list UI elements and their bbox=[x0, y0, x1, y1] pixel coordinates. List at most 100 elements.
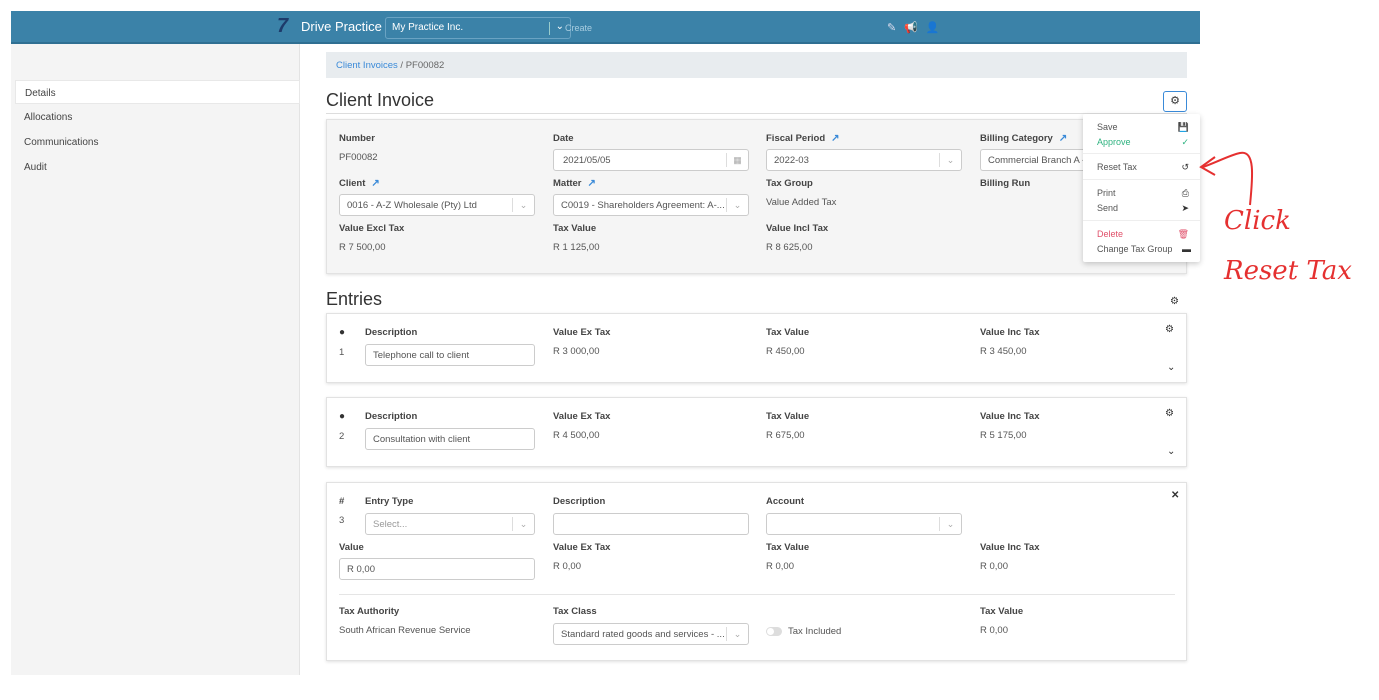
client-select[interactable]: 0016 - A-Z Wholesale (Pty) Ltd ⌄ bbox=[339, 194, 535, 216]
tax-value: R 675,00 bbox=[766, 430, 805, 441]
undo-icon: ↺ bbox=[1181, 162, 1189, 172]
sidebar: Details Allocations Communications Audit bbox=[11, 44, 300, 675]
client-label: Client ↗ bbox=[339, 178, 380, 189]
entry-number: 3 bbox=[339, 515, 345, 526]
chevron-down-icon[interactable]: ⌄ bbox=[1167, 446, 1176, 457]
tax-value-label: Tax Value bbox=[766, 327, 810, 338]
practice-select[interactable]: My Practice Inc. ⌄ bbox=[385, 17, 571, 39]
actions-menu: Save 💾 Approve ✓ Reset Tax ↺ Print ⎙ Send ➤ D… bbox=[1083, 114, 1200, 262]
check-icon: ✓ bbox=[1181, 137, 1189, 147]
trash-icon: 🗑 bbox=[1177, 229, 1189, 239]
number-value: PF00082 bbox=[339, 152, 378, 163]
value-ex-tax-label: Value Ex Tax bbox=[553, 327, 611, 338]
number-label: Number bbox=[339, 133, 375, 144]
value-label: Value bbox=[339, 542, 364, 553]
divider bbox=[326, 113, 1187, 114]
practice-value: My Practice Inc. bbox=[392, 22, 464, 33]
entry-number: 1 bbox=[339, 347, 345, 358]
chevron-down-icon: ⌄ bbox=[939, 153, 961, 167]
billing-category-select[interactable]: Commercial Branch A - bbox=[980, 149, 1090, 171]
value-inc-tax: R 0,00 bbox=[980, 561, 1008, 572]
menu-item-save[interactable]: Save 💾 bbox=[1097, 122, 1189, 132]
gear-icon[interactable]: ⚙ bbox=[1163, 91, 1187, 112]
divider bbox=[339, 594, 1175, 595]
tax-value: R 0,00 bbox=[980, 625, 1008, 636]
megaphone-icon[interactable]: 📢 bbox=[904, 22, 918, 34]
tax-class-select[interactable]: Standard rated goods and services - ... ⌄ bbox=[553, 623, 749, 645]
magic-wand-icon[interactable]: ✎ bbox=[887, 22, 897, 34]
menu-item-reset-tax[interactable]: Reset Tax ↺ bbox=[1097, 162, 1189, 172]
fiscal-period-select[interactable]: 2022-03 ⌄ bbox=[766, 149, 962, 171]
external-link-icon[interactable]: ↗ bbox=[1058, 133, 1068, 144]
sidebar-item-audit[interactable]: Audit bbox=[24, 162, 47, 173]
description-input[interactable]: Consultation with client bbox=[365, 428, 535, 450]
account-select[interactable]: ⌄ bbox=[766, 513, 962, 535]
chevron-down-icon: ⌄ bbox=[726, 627, 748, 641]
entry-type-label: Entry Type bbox=[365, 496, 414, 507]
annotation-reset-tax: Reset Tax bbox=[1224, 256, 1352, 286]
annotation-click: Click bbox=[1224, 206, 1291, 236]
brand-logo[interactable]: 7 Drive Practice bbox=[277, 16, 382, 36]
value-ex-tax-label: Value Ex Tax bbox=[553, 542, 611, 553]
calendar-icon[interactable]: ▦ bbox=[726, 153, 748, 167]
close-icon[interactable]: ✕ bbox=[1171, 490, 1180, 501]
tax-group-value: Value Added Tax bbox=[766, 197, 837, 208]
sidebar-item-details[interactable]: Details bbox=[15, 80, 300, 104]
entry-number: 2 bbox=[339, 431, 345, 442]
value-input[interactable]: R 0,00 bbox=[339, 558, 535, 580]
tax-group-label: Tax Group bbox=[766, 178, 813, 189]
menu-item-print[interactable]: Print ⎙ bbox=[1097, 188, 1189, 198]
chevron-down-icon: ⌄ bbox=[512, 517, 534, 531]
tax-value: R 0,00 bbox=[766, 561, 794, 572]
entry-gear-icon[interactable]: ⚙ bbox=[1165, 324, 1174, 335]
annotation-arrow bbox=[1199, 151, 1254, 206]
new-entry-card: # 3 Entry Type Select... ⌄ Description Ac… bbox=[326, 482, 1187, 661]
description-label: Description bbox=[553, 496, 606, 507]
entry-type-select[interactable]: Select... ⌄ bbox=[365, 513, 535, 535]
matter-select[interactable]: C0019 - Shareholders Agreement: A-... ⌄ bbox=[553, 194, 749, 216]
breadcrumb-client-invoices[interactable]: Client Invoices bbox=[336, 60, 398, 71]
chevron-down-icon[interactable]: ⌄ bbox=[1167, 362, 1176, 373]
entry-card: ● 1 Description Telephone call to client… bbox=[326, 313, 1187, 383]
external-link-icon[interactable]: ↗ bbox=[371, 178, 380, 189]
tax-value-label: Tax Value bbox=[766, 542, 810, 553]
tax-value: R 450,00 bbox=[766, 346, 805, 357]
create-link[interactable]: Create bbox=[565, 23, 593, 33]
value-ex-tax: R 3 000,00 bbox=[553, 346, 600, 357]
tax-value: R 1 125,00 bbox=[553, 242, 600, 253]
matter-label: Matter ↗ bbox=[553, 178, 596, 189]
external-link-icon[interactable]: ↗ bbox=[831, 133, 840, 144]
description-input[interactable]: Telephone call to client bbox=[365, 344, 535, 366]
user-icon[interactable]: 👤 bbox=[925, 22, 940, 34]
toggle-switch[interactable] bbox=[766, 627, 782, 636]
tax-included-label: Tax Included bbox=[788, 626, 842, 637]
top-navbar: 7 Drive Practice My Practice Inc. ⌄ Create… bbox=[11, 11, 1200, 44]
menu-item-change-tax-group[interactable]: Change Tax Group ▬ bbox=[1097, 244, 1191, 254]
money-icon: ▬ bbox=[1182, 244, 1191, 254]
value-ex-tax-label: Value Ex Tax bbox=[553, 411, 611, 422]
billing-category-label: Billing Category ↗ bbox=[980, 133, 1068, 144]
entry-gear-icon[interactable]: ⚙ bbox=[1165, 408, 1174, 419]
entries-gear-icon[interactable]: ⚙ bbox=[1170, 296, 1179, 307]
tax-value-label: Tax Value bbox=[980, 606, 1024, 617]
description-label: Description bbox=[365, 411, 418, 422]
value-inc-tax-label: Value Inc Tax bbox=[980, 542, 1040, 553]
breadcrumb-current: PF00082 bbox=[405, 60, 445, 71]
menu-item-delete[interactable]: Delete 🗑 bbox=[1097, 229, 1189, 239]
sidebar-item-allocations[interactable]: Allocations bbox=[24, 112, 73, 123]
invoice-details-card: Number PF00082 Date 2021/05/05 ▦ Fiscal P… bbox=[326, 119, 1187, 274]
clock-icon: ● bbox=[339, 327, 346, 338]
value-inc-tax-label: Value Inc Tax bbox=[980, 411, 1040, 422]
page-title: Client Invoice bbox=[326, 90, 435, 110]
date-input[interactable]: 2021/05/05 ▦ bbox=[553, 149, 749, 171]
sidebar-item-communications[interactable]: Communications bbox=[24, 137, 99, 148]
value-inc-tax: R 3 450,00 bbox=[980, 346, 1027, 357]
description-input[interactable] bbox=[553, 513, 749, 535]
menu-item-send[interactable]: Send ➤ bbox=[1097, 203, 1189, 213]
external-link-icon[interactable]: ↗ bbox=[587, 178, 596, 189]
menu-item-approve[interactable]: Approve ✓ bbox=[1097, 137, 1189, 147]
tax-authority-label: Tax Authority bbox=[339, 606, 400, 617]
tax-class-label: Tax Class bbox=[553, 606, 597, 617]
divider bbox=[1083, 153, 1200, 154]
tax-included-toggle[interactable]: Tax Included bbox=[766, 626, 841, 637]
